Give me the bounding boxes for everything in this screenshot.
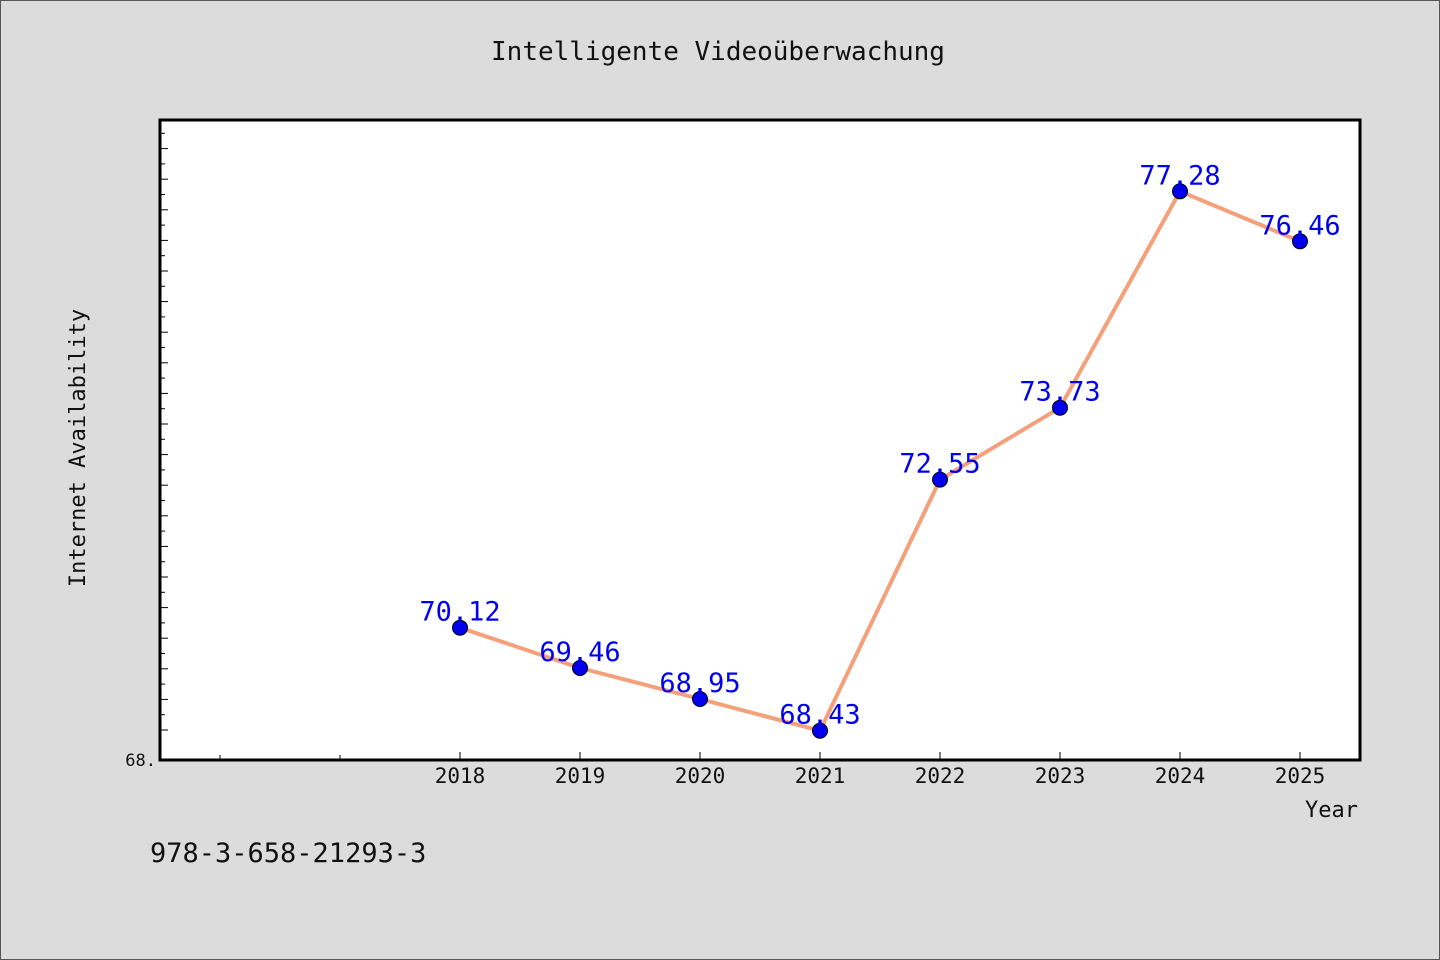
- data-label: 73.73: [1019, 377, 1100, 408]
- data-label: 68.95: [659, 668, 740, 699]
- chart-title: Intelligente Videoüberwachung: [491, 37, 945, 67]
- data-point: [812, 722, 828, 739]
- data-point: [452, 619, 468, 636]
- data-point: [572, 660, 588, 676]
- x-tick-label: 2018: [435, 764, 486, 788]
- data-point: [1292, 233, 1308, 250]
- isbn-text: 978-3-658-21293-3: [150, 838, 426, 869]
- x-tick-label: 2020: [675, 764, 726, 788]
- y-tick-label: 68.: [125, 751, 156, 771]
- data-point: [1172, 183, 1188, 200]
- data-label: 77.28: [1139, 160, 1220, 191]
- data-label: 69.46: [539, 637, 620, 668]
- y-axis-label: Internet Availability: [66, 309, 91, 587]
- y-axis-ticks: 68.: [125, 132, 168, 771]
- series-group: 70.12 69.46 68.95 68.43 72.55 73.73 77.28 76.46: [419, 160, 1341, 739]
- data-label: 72.55: [899, 449, 980, 480]
- x-axis-ticks: 2018 2019 2020 2021 2022 2023 2024 2025: [219, 752, 1326, 788]
- data-label: 68.43: [779, 700, 860, 731]
- data-label: 76.46: [1259, 210, 1340, 241]
- x-tick-label: 2023: [1035, 764, 1086, 788]
- data-label: 70.12: [419, 597, 500, 628]
- x-tick-label: 2022: [915, 764, 966, 788]
- x-tick-label: 2021: [795, 764, 846, 788]
- plot-area: [158, 118, 1362, 762]
- data-point: [1052, 399, 1068, 416]
- data-point: [692, 691, 708, 707]
- x-tick-label: 2019: [555, 764, 606, 788]
- x-tick-label: 2024: [1155, 764, 1206, 788]
- data-point: [932, 471, 948, 488]
- x-tick-label: 2025: [1275, 764, 1326, 788]
- x-axis-label: Year: [1305, 798, 1358, 823]
- series-line: [459, 189, 1301, 733]
